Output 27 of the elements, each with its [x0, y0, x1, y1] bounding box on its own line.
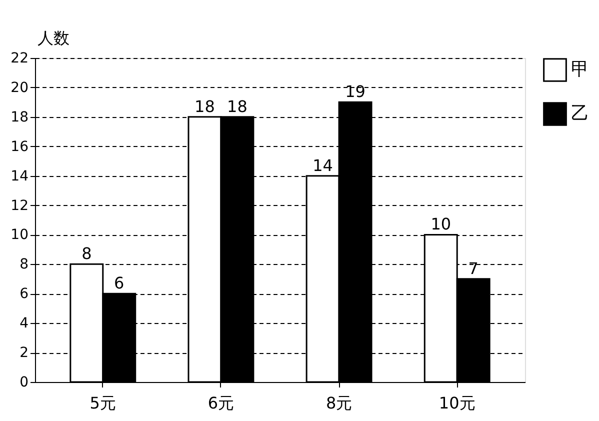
data-label: 14	[312, 156, 333, 175]
y-tick-label: 2	[20, 345, 28, 362]
data-label: 18	[194, 96, 215, 116]
data-label: 10	[430, 214, 452, 234]
y-tick-label: 8	[20, 256, 28, 273]
data-label: 8	[82, 244, 92, 264]
y-tick-label: 6	[20, 286, 29, 302]
x-tick-label: 10元	[438, 394, 476, 412]
x-tick-label: 5元	[90, 394, 116, 412]
y-tick-label: 18	[10, 109, 28, 126]
y-tick-label: 20	[10, 80, 28, 96]
y-tick-label: 12	[10, 198, 28, 214]
y-tick-label: 14	[10, 168, 29, 184]
legend-label: 甲	[571, 59, 589, 80]
data-label: 7	[468, 258, 478, 278]
y-tick-label: 10	[10, 227, 28, 244]
y-tick-label: 22	[10, 50, 28, 66]
data-label: 6	[114, 274, 124, 293]
x-tick-label: 8元	[326, 394, 352, 412]
y-axis-title: 人数	[38, 28, 70, 48]
data-label: 19	[345, 82, 366, 102]
legend-label: 乙	[571, 103, 589, 124]
data-label: 18	[227, 96, 248, 116]
y-tick-label: 4	[20, 316, 29, 332]
y-tick-label: 16	[10, 138, 29, 155]
x-tick-label: 6元	[208, 394, 234, 412]
y-tick-label: 0	[20, 374, 28, 390]
